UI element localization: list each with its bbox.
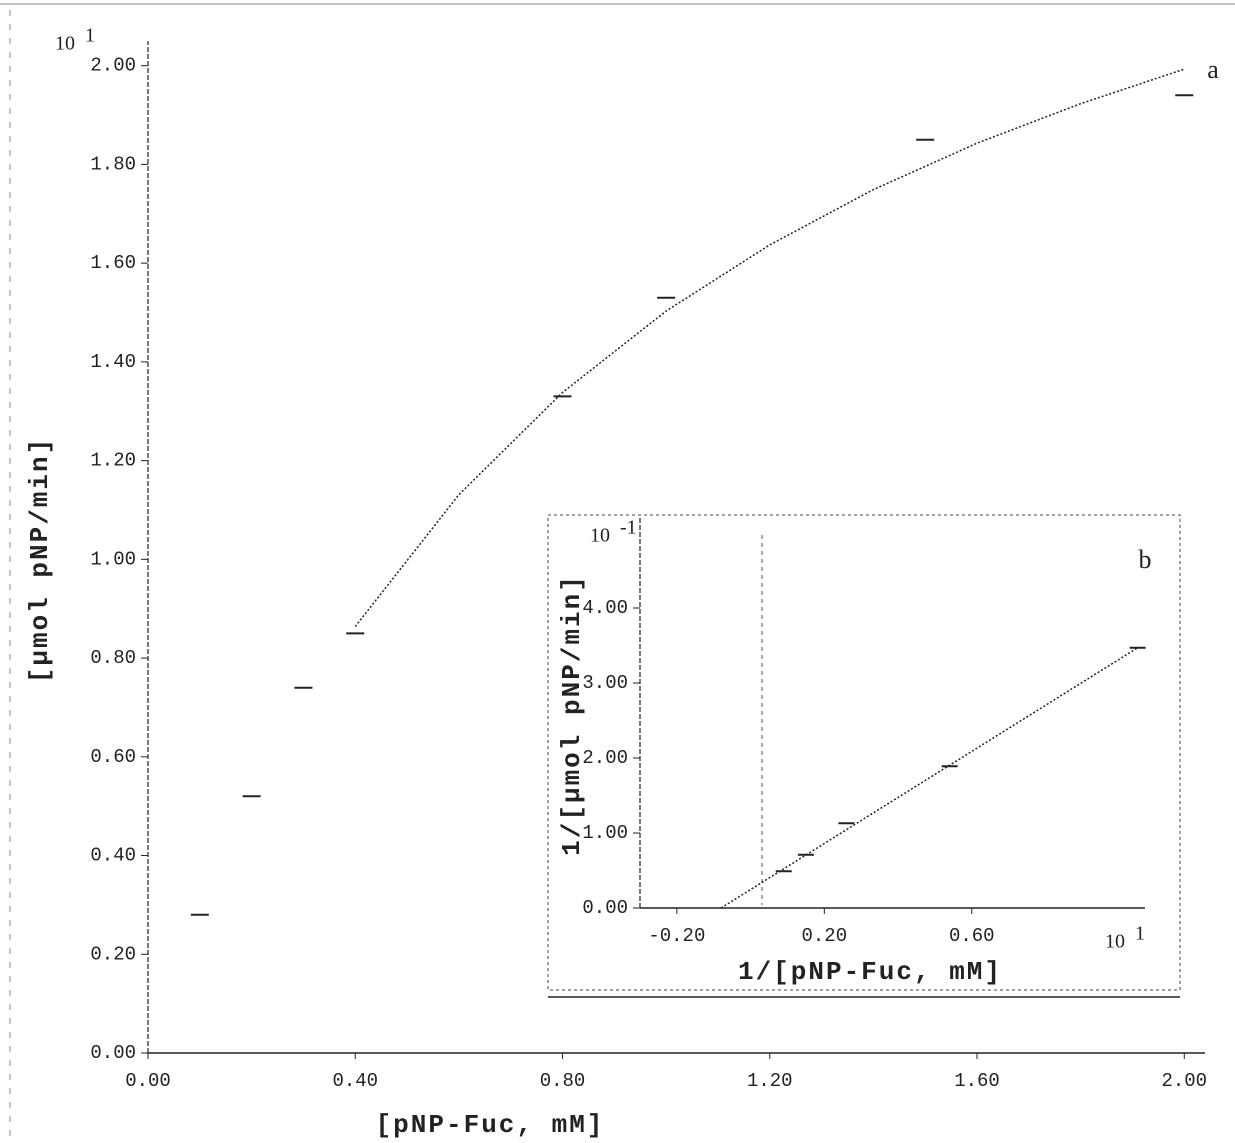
y-tick-label: 0.40 <box>90 845 136 867</box>
scale-base: 10 <box>55 33 75 55</box>
x-tick-label: 0.20 <box>802 925 848 947</box>
y-tick-label: 2.00 <box>90 55 136 77</box>
y-tick-label: 1.80 <box>90 153 136 175</box>
annotation: b <box>1139 545 1152 574</box>
y-tick-label: 2.00 <box>582 747 628 769</box>
x-tick-label: 0.60 <box>949 925 995 947</box>
y-tick-label: 1.00 <box>582 822 628 844</box>
y-tick-label: 1.40 <box>90 351 136 373</box>
scale-exponent: -1 <box>620 517 637 539</box>
fit-line <box>720 647 1139 909</box>
x-axis-label: 1/[pNP-Fuc, mM] <box>738 957 1002 987</box>
fit-line <box>354 68 1185 627</box>
x-tick-label: 1.20 <box>747 1070 793 1092</box>
y-tick-label: 0.60 <box>90 746 136 768</box>
annotation: a <box>1207 55 1219 84</box>
y-tick-label: 0.20 <box>90 943 136 965</box>
y-tick-label: 3.00 <box>582 672 628 694</box>
x-tick-label: 0.40 <box>332 1070 378 1092</box>
x-tick-label: 0.80 <box>540 1070 586 1092</box>
y-tick-label: 0.80 <box>90 647 136 669</box>
y-tick-label: 4.00 <box>582 597 628 619</box>
inset-box <box>547 514 1181 991</box>
x-tick-label: 0.00 <box>125 1070 171 1092</box>
y-axis-label: 1/[µmol pNP/min] <box>557 574 587 856</box>
scale-base: 10 <box>1105 931 1125 953</box>
x-tick-label: 2.00 <box>1161 1070 1207 1092</box>
scale-exponent: 1 <box>85 25 95 47</box>
x-tick-label: 1.60 <box>954 1070 1000 1092</box>
y-tick-label: 0.00 <box>582 897 628 919</box>
scale-exponent: 1 <box>1135 923 1145 945</box>
scale-base: 10 <box>590 525 610 547</box>
y-tick-label: 0.00 <box>90 1042 136 1064</box>
y-tick-label: 1.60 <box>90 252 136 274</box>
y-axis-label: [µmol pNP/min] <box>25 437 55 683</box>
y-tick-label: 1.00 <box>90 548 136 570</box>
x-axis-label: [pNP-Fuc, mM] <box>376 1110 605 1140</box>
x-tick-label: -0.20 <box>648 925 705 947</box>
y-tick-label: 1.20 <box>90 450 136 472</box>
